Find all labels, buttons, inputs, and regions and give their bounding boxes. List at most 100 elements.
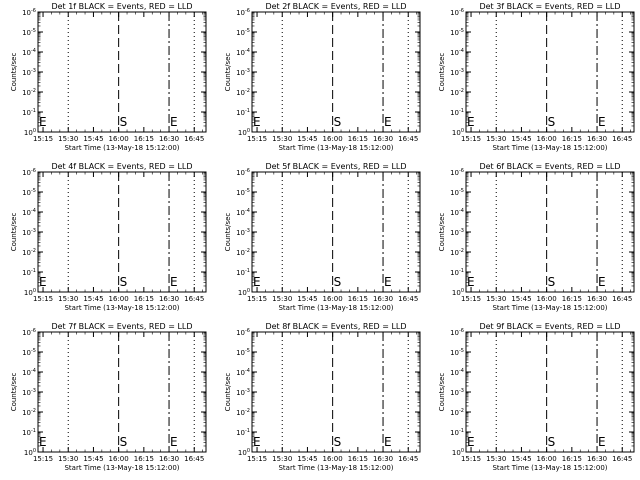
x-tick-label: 16:30	[159, 455, 179, 463]
y-tick-label: 10-3	[22, 68, 36, 77]
interval-marker-label: E	[253, 435, 261, 449]
plot-frame	[37, 331, 207, 453]
x-tick-label: 16:45	[398, 295, 418, 303]
y-tick-label: 10-2	[450, 88, 464, 97]
x-tick-label: 16:30	[587, 295, 607, 303]
y-axis-label: Counts/sec	[438, 53, 446, 92]
y-axis-label: Counts/sec	[438, 373, 446, 412]
x-tick-label: 15:15	[33, 455, 53, 463]
x-tick-label: 16:15	[562, 135, 582, 143]
x-tick-label: 16:15	[348, 295, 368, 303]
x-tick-label: 16:00	[323, 135, 343, 143]
x-tick-label: 15:45	[511, 455, 531, 463]
x-tick-label: 15:45	[83, 295, 103, 303]
x-tick-label: 16:45	[612, 295, 632, 303]
y-tick-label: 10-2	[22, 408, 36, 417]
y-tick-label: 10-1	[22, 108, 36, 117]
detector-panel: Det 9f BLACK = Events, RED = LLD 100 10-1 1…	[438, 322, 635, 472]
y-tick-label: 100	[24, 288, 36, 297]
y-tick-label: 10-1	[236, 268, 250, 277]
y-tick-label: 10-6	[236, 168, 250, 177]
y-tick-label: 10-5	[450, 188, 464, 197]
y-tick-label: 10-2	[236, 248, 250, 257]
y-tick-label: 10-2	[236, 408, 250, 417]
interval-marker-label: E	[467, 435, 475, 449]
interval-marker-label: E	[253, 115, 261, 129]
x-tick-label: 15:30	[58, 135, 78, 143]
y-tick-label: 10-1	[22, 428, 36, 437]
x-tick-label: 15:30	[486, 455, 506, 463]
y-tick-label: 10-3	[450, 388, 464, 397]
interval-marker-label: E	[598, 115, 606, 129]
detector-panel: Det 8f BLACK = Events, RED = LLD 100 10-1 1…	[224, 322, 421, 472]
x-axis-label: Start Time (13-May-18 15:12:00)	[64, 304, 179, 312]
x-tick-label: 15:15	[247, 295, 267, 303]
y-tick-label: 100	[24, 448, 36, 457]
x-tick-label: 16:00	[109, 455, 129, 463]
y-tick-label: 10-3	[236, 388, 250, 397]
y-tick-label: 10-3	[22, 228, 36, 237]
interval-marker-label: S	[120, 435, 128, 449]
interval-marker-label: E	[467, 275, 475, 289]
y-tick-label: 10-4	[22, 48, 36, 57]
y-axis-label: Counts/sec	[224, 373, 232, 412]
x-axis-label: Start Time (13-May-18 15:12:00)	[64, 144, 179, 152]
y-axis-label: Counts/sec	[10, 373, 18, 412]
x-tick-label: 15:45	[83, 455, 103, 463]
y-tick-label: 100	[452, 288, 464, 297]
plot-frame	[37, 171, 207, 293]
interval-marker-label: E	[384, 275, 392, 289]
detector-panel: Det 7f BLACK = Events, RED = LLD 100 10-1 1…	[10, 322, 207, 472]
x-axis-label: Start Time (13-May-18 15:12:00)	[492, 144, 607, 152]
x-tick-label: 15:15	[247, 135, 267, 143]
interval-marker-label: E	[39, 115, 47, 129]
x-tick-label: 16:45	[184, 135, 204, 143]
x-tick-label: 15:30	[486, 295, 506, 303]
y-tick-label: 10-1	[450, 428, 464, 437]
y-tick-label: 10-5	[450, 28, 464, 37]
x-tick-label: 16:15	[134, 455, 154, 463]
interval-marker-label: E	[39, 275, 47, 289]
x-tick-label: 15:15	[461, 295, 481, 303]
detector-panel: Det 3f BLACK = Events, RED = LLD 100 10-1 1…	[438, 2, 635, 152]
x-tick-label: 15:45	[297, 295, 317, 303]
x-tick-label: 15:15	[461, 455, 481, 463]
interval-marker-label: E	[170, 275, 178, 289]
y-tick-label: 10-3	[450, 68, 464, 77]
x-tick-label: 16:00	[109, 135, 129, 143]
y-tick-label: 100	[452, 448, 464, 457]
x-tick-label: 15:45	[297, 135, 317, 143]
y-tick-label: 10-4	[450, 48, 464, 57]
x-tick-label: 16:30	[587, 455, 607, 463]
y-tick-label: 10-6	[450, 8, 464, 17]
y-tick-label: 10-5	[22, 28, 36, 37]
y-axis-label: Counts/sec	[10, 53, 18, 92]
interval-marker-label: S	[334, 275, 342, 289]
y-tick-label: 10-5	[236, 188, 250, 197]
x-axis-label: Start Time (13-May-18 15:12:00)	[278, 144, 393, 152]
x-tick-label: 15:45	[511, 135, 531, 143]
x-tick-label: 15:45	[83, 135, 103, 143]
y-tick-label: 10-5	[236, 28, 250, 37]
y-tick-label: 10-2	[450, 248, 464, 257]
y-tick-label: 10-4	[450, 208, 464, 217]
x-tick-label: 16:00	[323, 455, 343, 463]
x-tick-label: 16:30	[373, 455, 393, 463]
detector-panel: Det 1f BLACK = Events, RED = LLD 100 10-1 1…	[10, 2, 207, 152]
x-tick-label: 16:00	[537, 295, 557, 303]
y-tick-label: 100	[238, 128, 250, 137]
plot-frame	[37, 11, 207, 133]
x-axis-label: Start Time (13-May-18 15:12:00)	[492, 464, 607, 472]
x-tick-label: 15:45	[511, 295, 531, 303]
detector-panel: Det 5f BLACK = Events, RED = LLD 100 10-1 1…	[224, 162, 421, 312]
x-tick-label: 16:00	[537, 135, 557, 143]
x-tick-label: 16:15	[348, 455, 368, 463]
x-tick-label: 16:30	[159, 135, 179, 143]
y-axis-label: Counts/sec	[224, 53, 232, 92]
y-tick-label: 10-1	[450, 268, 464, 277]
y-tick-label: 10-2	[450, 408, 464, 417]
x-tick-label: 15:30	[58, 455, 78, 463]
y-tick-label: 10-2	[22, 248, 36, 257]
y-tick-label: 10-3	[236, 228, 250, 237]
x-tick-label: 16:45	[612, 135, 632, 143]
